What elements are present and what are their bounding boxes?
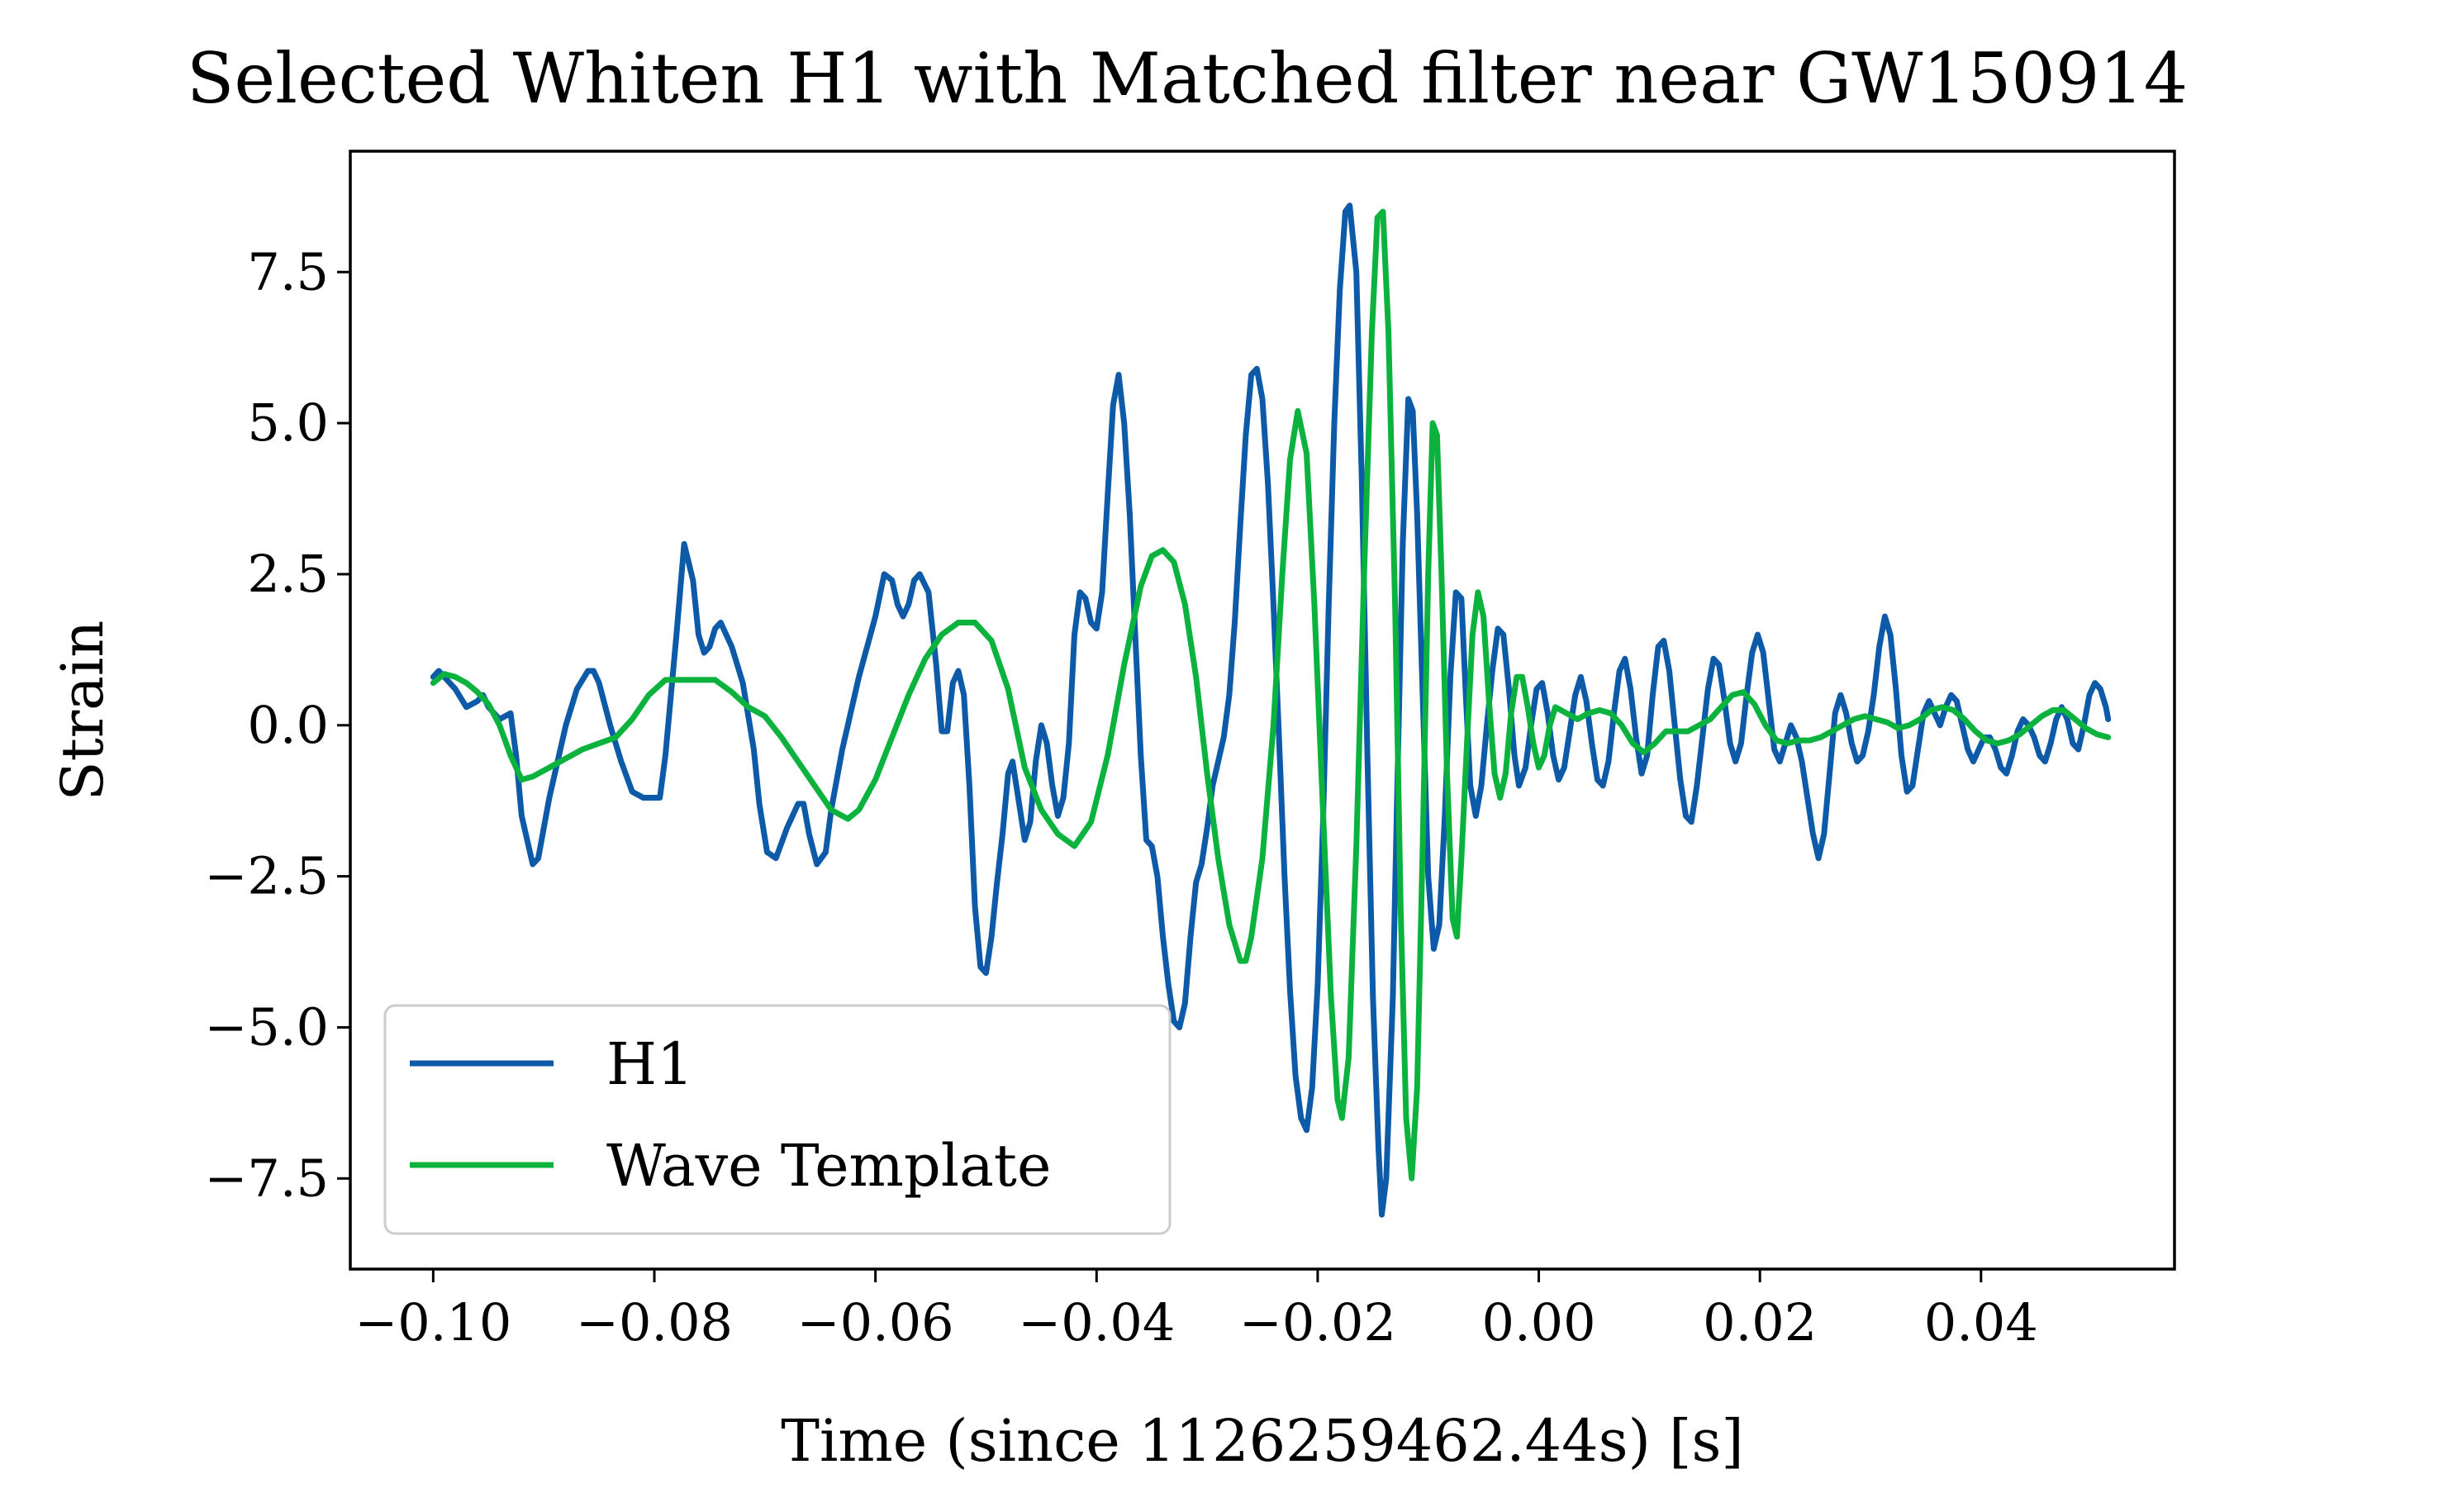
x-tick-label: 0.02 bbox=[1703, 1292, 1817, 1353]
y-tick-label: 0.0 bbox=[247, 695, 329, 755]
x-tick-label: −0.02 bbox=[1239, 1292, 1396, 1353]
x-tick-label: −0.04 bbox=[1018, 1292, 1175, 1353]
x-tick-label: −0.08 bbox=[576, 1292, 733, 1353]
y-tick-label: 2.5 bbox=[247, 544, 329, 604]
y-tick-label: −7.5 bbox=[204, 1148, 329, 1208]
legend-label-0: H1 bbox=[606, 1030, 694, 1098]
y-axis-label: Strain bbox=[49, 620, 116, 801]
chart-title: Selected Whiten H1 with Matched filter n… bbox=[187, 38, 2188, 119]
x-axis-label: Time (since 1126259462.44s) [s] bbox=[781, 1407, 1743, 1475]
x-tick-label: 0.00 bbox=[1482, 1292, 1596, 1353]
x-tick-label: −0.06 bbox=[797, 1292, 954, 1353]
y-axis-ticks: −7.5 −5.0 −2.5 0.0 2.5 5.0 7.5 bbox=[204, 241, 350, 1208]
series-line-0 bbox=[430, 202, 2112, 1218]
y-tick-label: 7.5 bbox=[247, 241, 329, 302]
x-tick-label: −0.10 bbox=[354, 1292, 511, 1353]
legend: H1 Wave Template bbox=[383, 1004, 1172, 1235]
y-tick-label: −2.5 bbox=[204, 846, 329, 906]
series-line-1 bbox=[430, 208, 2112, 1182]
x-tick-label: 0.04 bbox=[1924, 1292, 2038, 1353]
x-axis-ticks: −0.10 −0.08 −0.06 −0.04 −0.02 0.00 0.02 0.04 bbox=[354, 1269, 2038, 1353]
y-tick-label: −5.0 bbox=[204, 996, 329, 1057]
y-tick-label: 5.0 bbox=[247, 392, 329, 453]
legend-label-1: Wave Template bbox=[606, 1132, 1051, 1200]
legend-box bbox=[383, 1004, 1172, 1235]
legend-items: H1 Wave Template bbox=[410, 1030, 1051, 1200]
plot-frame bbox=[349, 150, 2176, 1271]
series-layer bbox=[430, 202, 2112, 1218]
